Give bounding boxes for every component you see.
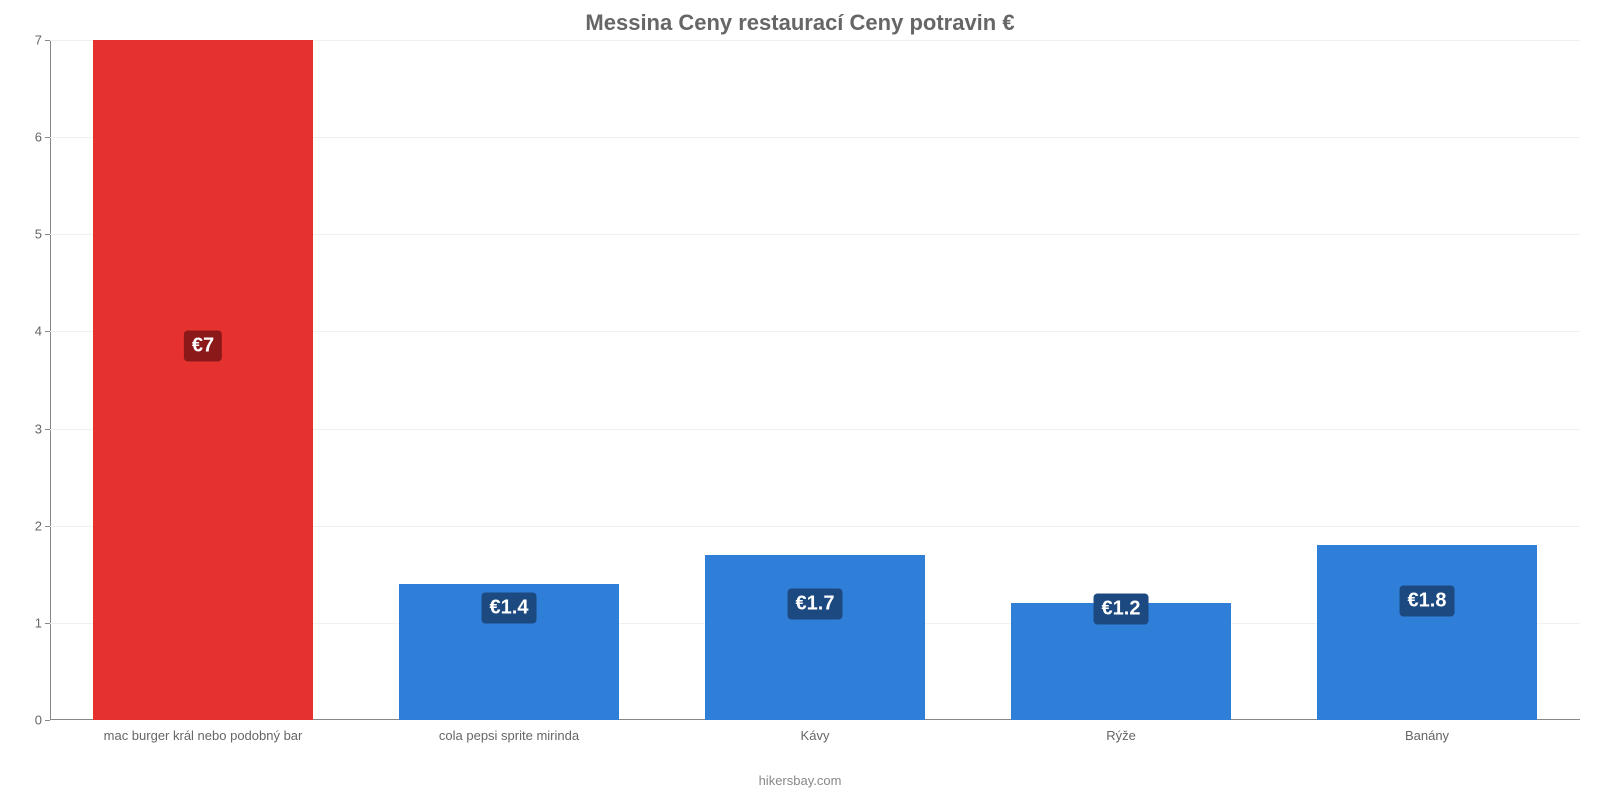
bar — [93, 40, 313, 720]
chart-title: Messina Ceny restaurací Ceny potravin € — [0, 10, 1600, 36]
ytick-label: 4 — [35, 324, 50, 339]
ytick-label: 0 — [35, 713, 50, 728]
ytick-label: 5 — [35, 227, 50, 242]
bar-value-label-text: €1.2 — [1094, 594, 1149, 625]
xtick-label: mac burger král nebo podobný bar — [104, 728, 303, 743]
bar-value-label-text: €1.7 — [788, 589, 843, 620]
ytick-label: 2 — [35, 518, 50, 533]
bar — [705, 555, 925, 720]
bar-value-label-text: €7 — [184, 331, 222, 362]
bar-value-label-text: €1.8 — [1400, 586, 1455, 617]
xtick-label: Rýže — [1106, 728, 1136, 743]
bar-value-label: €1.8 — [1400, 586, 1455, 617]
bar-value-label: €7 — [184, 331, 222, 362]
y-axis-line — [50, 40, 51, 720]
bar-value-label: €1.7 — [788, 589, 843, 620]
bar-value-label-text: €1.4 — [482, 593, 537, 624]
bar-value-label: €1.4 — [482, 593, 537, 624]
price-bar-chart: Messina Ceny restaurací Ceny potravin € … — [0, 0, 1600, 800]
xtick-label: Banány — [1405, 728, 1449, 743]
ytick-label: 3 — [35, 421, 50, 436]
ytick-label: 6 — [35, 130, 50, 145]
attribution-text: hikersbay.com — [0, 773, 1600, 788]
plot-area: 01234567€7mac burger král nebo podobný b… — [50, 40, 1580, 720]
xtick-label: cola pepsi sprite mirinda — [439, 728, 579, 743]
bar-value-label: €1.2 — [1094, 594, 1149, 625]
xtick-label: Kávy — [801, 728, 830, 743]
ytick-label: 1 — [35, 615, 50, 630]
bar — [1317, 545, 1537, 720]
ytick-label: 7 — [35, 33, 50, 48]
